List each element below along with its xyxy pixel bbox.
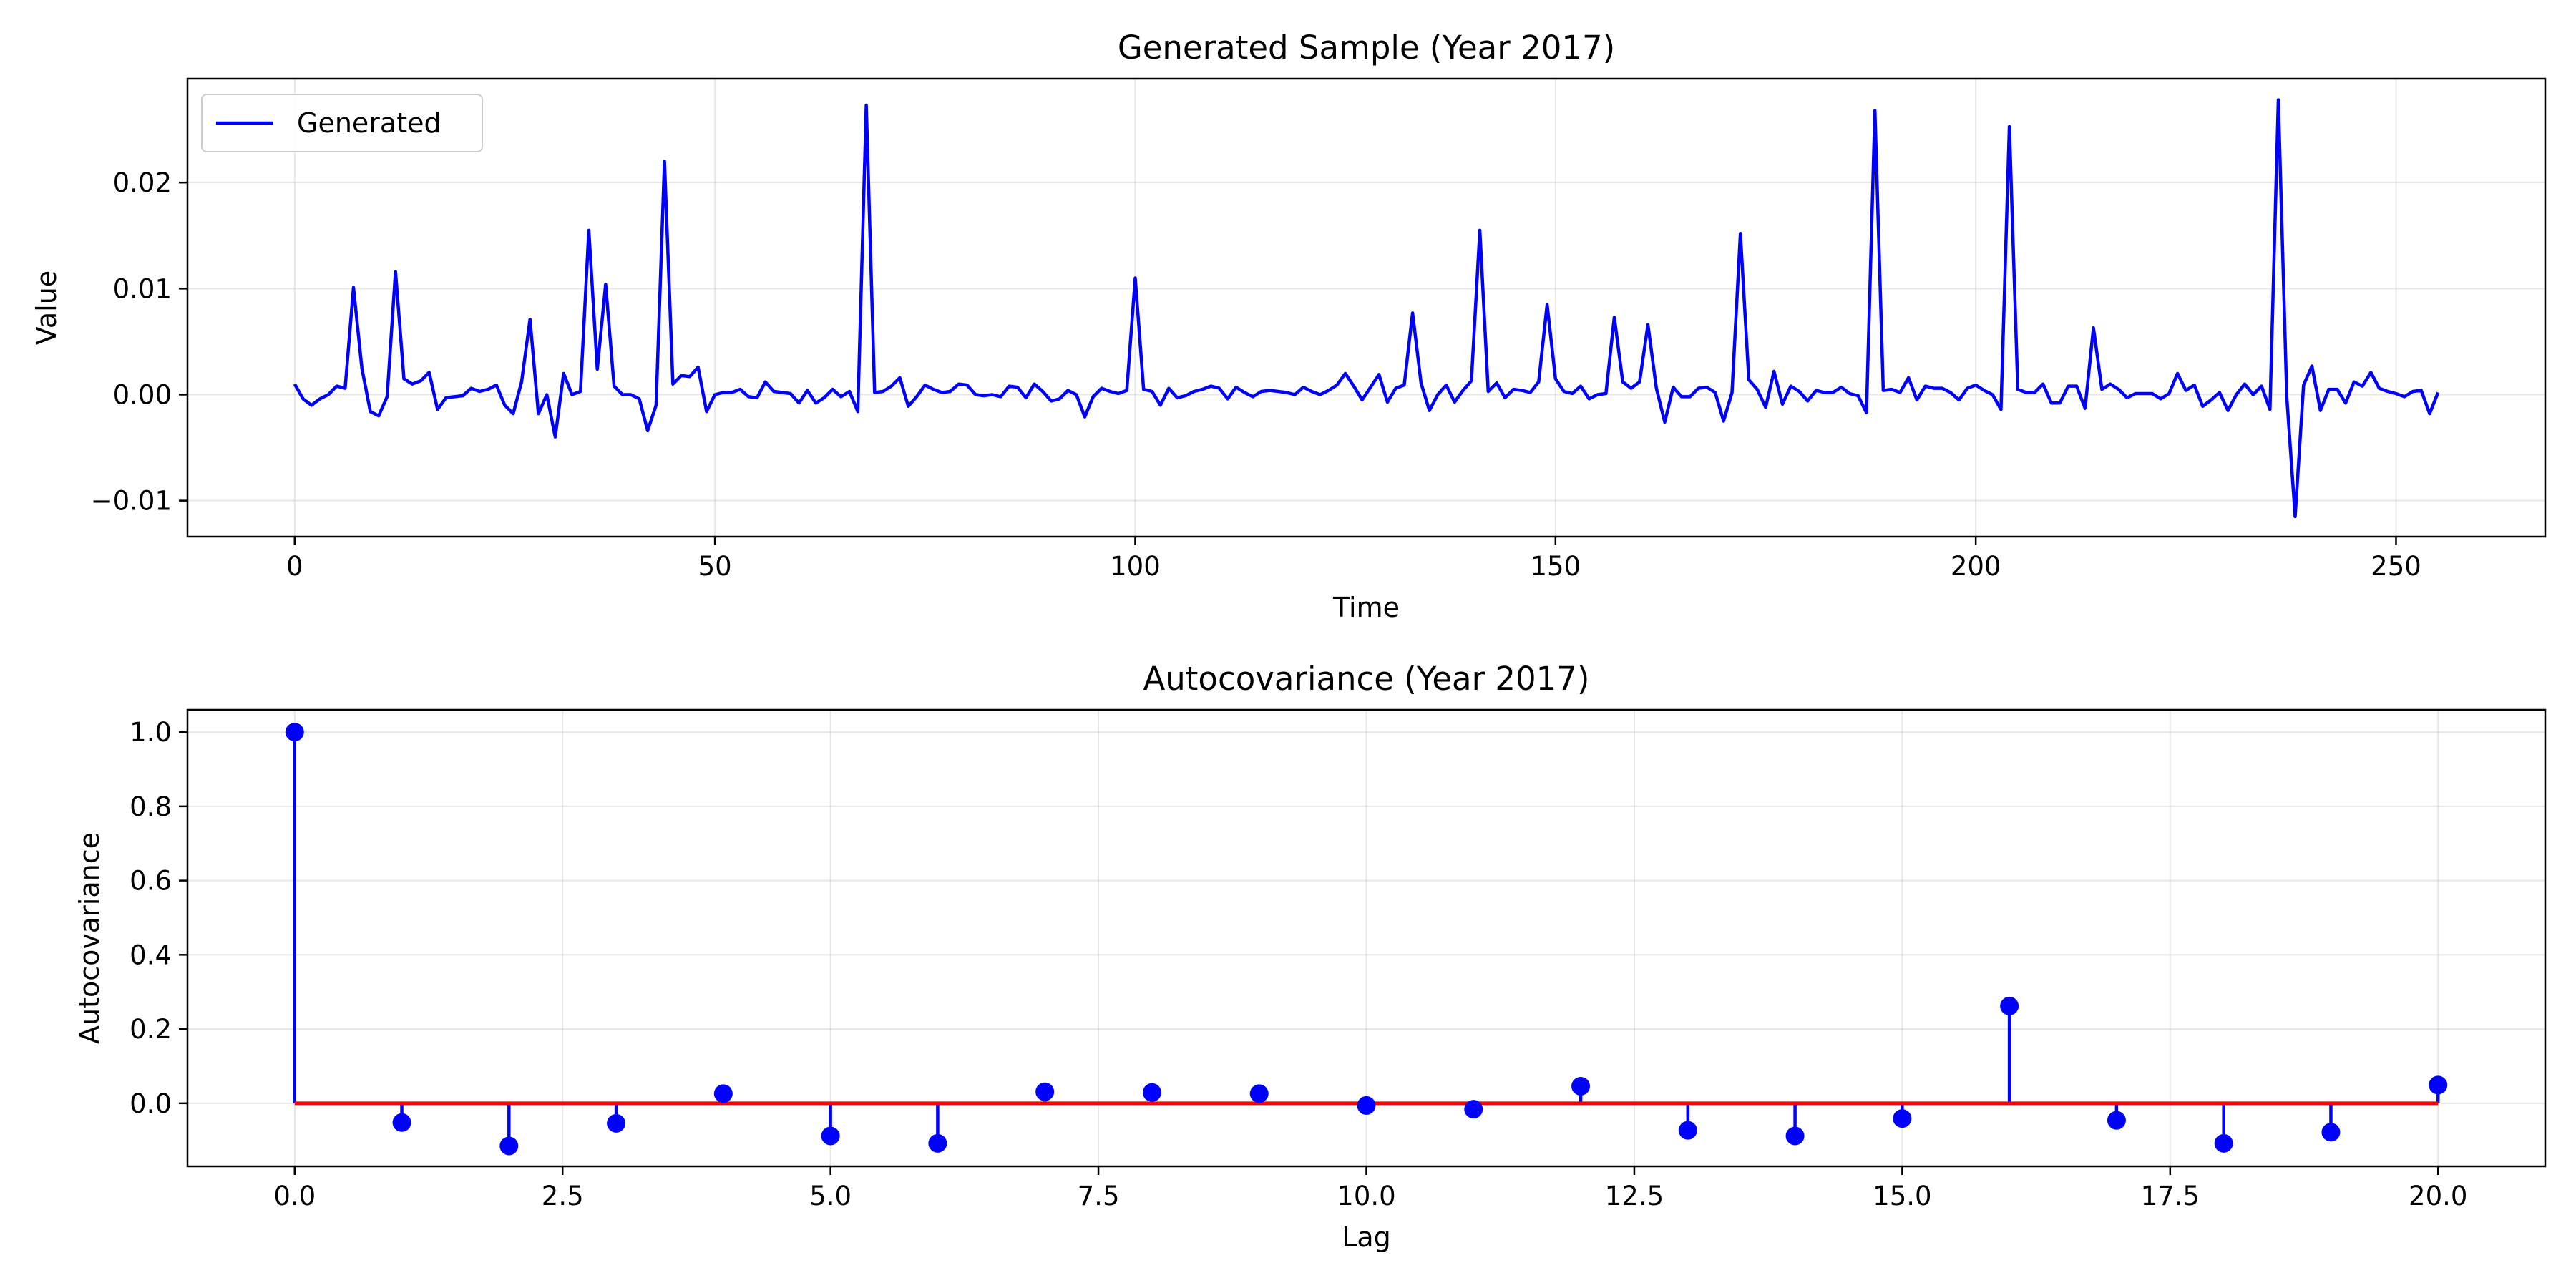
- chart1-grid: [187, 79, 2545, 537]
- chart2-x-ticks: 0.0 2.5 5.0 7.5 10.0 12.5 15.0 17.5 20.0: [273, 1166, 2467, 1211]
- chart1-axes-frame: [186, 77, 2547, 538]
- y-tick-label: 0.2: [130, 1014, 172, 1045]
- x-tick-label: 200: [1951, 551, 2001, 582]
- x-tick-label: 12.5: [1605, 1181, 1664, 1211]
- legend-box: [201, 94, 483, 152]
- chart1-marks: [293, 98, 2440, 519]
- x-tick-label: 7.5: [1078, 1181, 1120, 1211]
- stem-marker: [392, 1113, 411, 1132]
- y-tick-label: 0.4: [130, 940, 172, 970]
- chart2-x-axis-label: Lag: [1342, 1221, 1391, 1253]
- generated-sample-chart: 0 50 100 150 200 250 −0.01 0.00 0.01 0.02 Genera…: [31, 29, 2547, 623]
- y-tick-label: 0.0: [130, 1088, 172, 1119]
- y-tick-label: 0.6: [130, 866, 172, 897]
- stem-marker: [1249, 1084, 1269, 1103]
- stem-marker: [2214, 1133, 2233, 1153]
- stem-marker: [928, 1133, 947, 1153]
- stem-marker: [1142, 1083, 1161, 1102]
- chart2-title: Autocovariance (Year 2017): [1143, 660, 1589, 698]
- stem-marker: [2000, 996, 2019, 1015]
- stem-marker: [1571, 1076, 1591, 1096]
- chart1-title: Generated Sample (Year 2017): [1118, 29, 1615, 67]
- x-tick-label: 20.0: [2409, 1181, 2467, 1211]
- y-tick-label: 0.01: [113, 273, 172, 304]
- y-tick-label: 0.00: [113, 379, 172, 410]
- x-tick-label: 2.5: [542, 1181, 584, 1211]
- stem-marker: [1035, 1082, 1055, 1101]
- chart1-x-axis-label: Time: [1332, 592, 1400, 623]
- stem-marker: [2429, 1075, 2448, 1095]
- y-tick-label: −0.01: [91, 486, 172, 517]
- stem-marker: [2107, 1111, 2126, 1130]
- stem-marker: [1464, 1100, 1483, 1119]
- chart2-y-ticks: 0.0 0.2 0.4 0.6 0.8 1.0: [130, 717, 187, 1119]
- x-tick-label: 0.0: [273, 1181, 316, 1211]
- stem-marker: [2321, 1123, 2341, 1142]
- stem-marker: [1678, 1121, 1697, 1140]
- y-tick-label: 0.8: [130, 791, 172, 822]
- stem-marker: [1357, 1096, 1376, 1115]
- chart1-legend: Generated: [201, 94, 483, 152]
- x-tick-label: 100: [1110, 551, 1161, 582]
- x-tick-label: 0: [286, 551, 303, 582]
- stem-marker: [499, 1136, 519, 1156]
- chart2-marks: [285, 723, 2448, 1156]
- stem-marker: [1785, 1126, 1805, 1146]
- stem-marker: [821, 1126, 840, 1146]
- x-tick-label: 10.0: [1337, 1181, 1395, 1211]
- autocovariance-chart: 0.0 2.5 5.0 7.5 10.0 12.5 15.0 17.5 20.0 0.00.20…: [74, 660, 2547, 1253]
- x-tick-label: 17.5: [2141, 1181, 2200, 1211]
- stem-marker: [1893, 1109, 1912, 1128]
- chart1-y-ticks: −0.01 0.00 0.01 0.02: [91, 167, 187, 517]
- x-tick-label: 150: [1530, 551, 1581, 582]
- x-tick-label: 250: [2371, 551, 2421, 582]
- chart1-y-axis-label: Value: [31, 270, 62, 345]
- stem-marker: [285, 723, 304, 742]
- x-tick-label: 50: [698, 551, 732, 582]
- series-line-generated: [293, 98, 2440, 519]
- chart1-x-ticks: 0 50 100 150 200 250: [286, 537, 2421, 582]
- y-tick-label: 0.02: [113, 167, 172, 198]
- y-tick-label: 1.0: [130, 717, 172, 748]
- legend-label-generated: Generated: [297, 107, 441, 139]
- stem-marker: [607, 1113, 626, 1133]
- x-tick-label: 15.0: [1873, 1181, 1931, 1211]
- x-tick-label: 5.0: [809, 1181, 852, 1211]
- stem-marker: [713, 1084, 733, 1103]
- chart2-y-axis-label: Autocovariance: [74, 832, 105, 1044]
